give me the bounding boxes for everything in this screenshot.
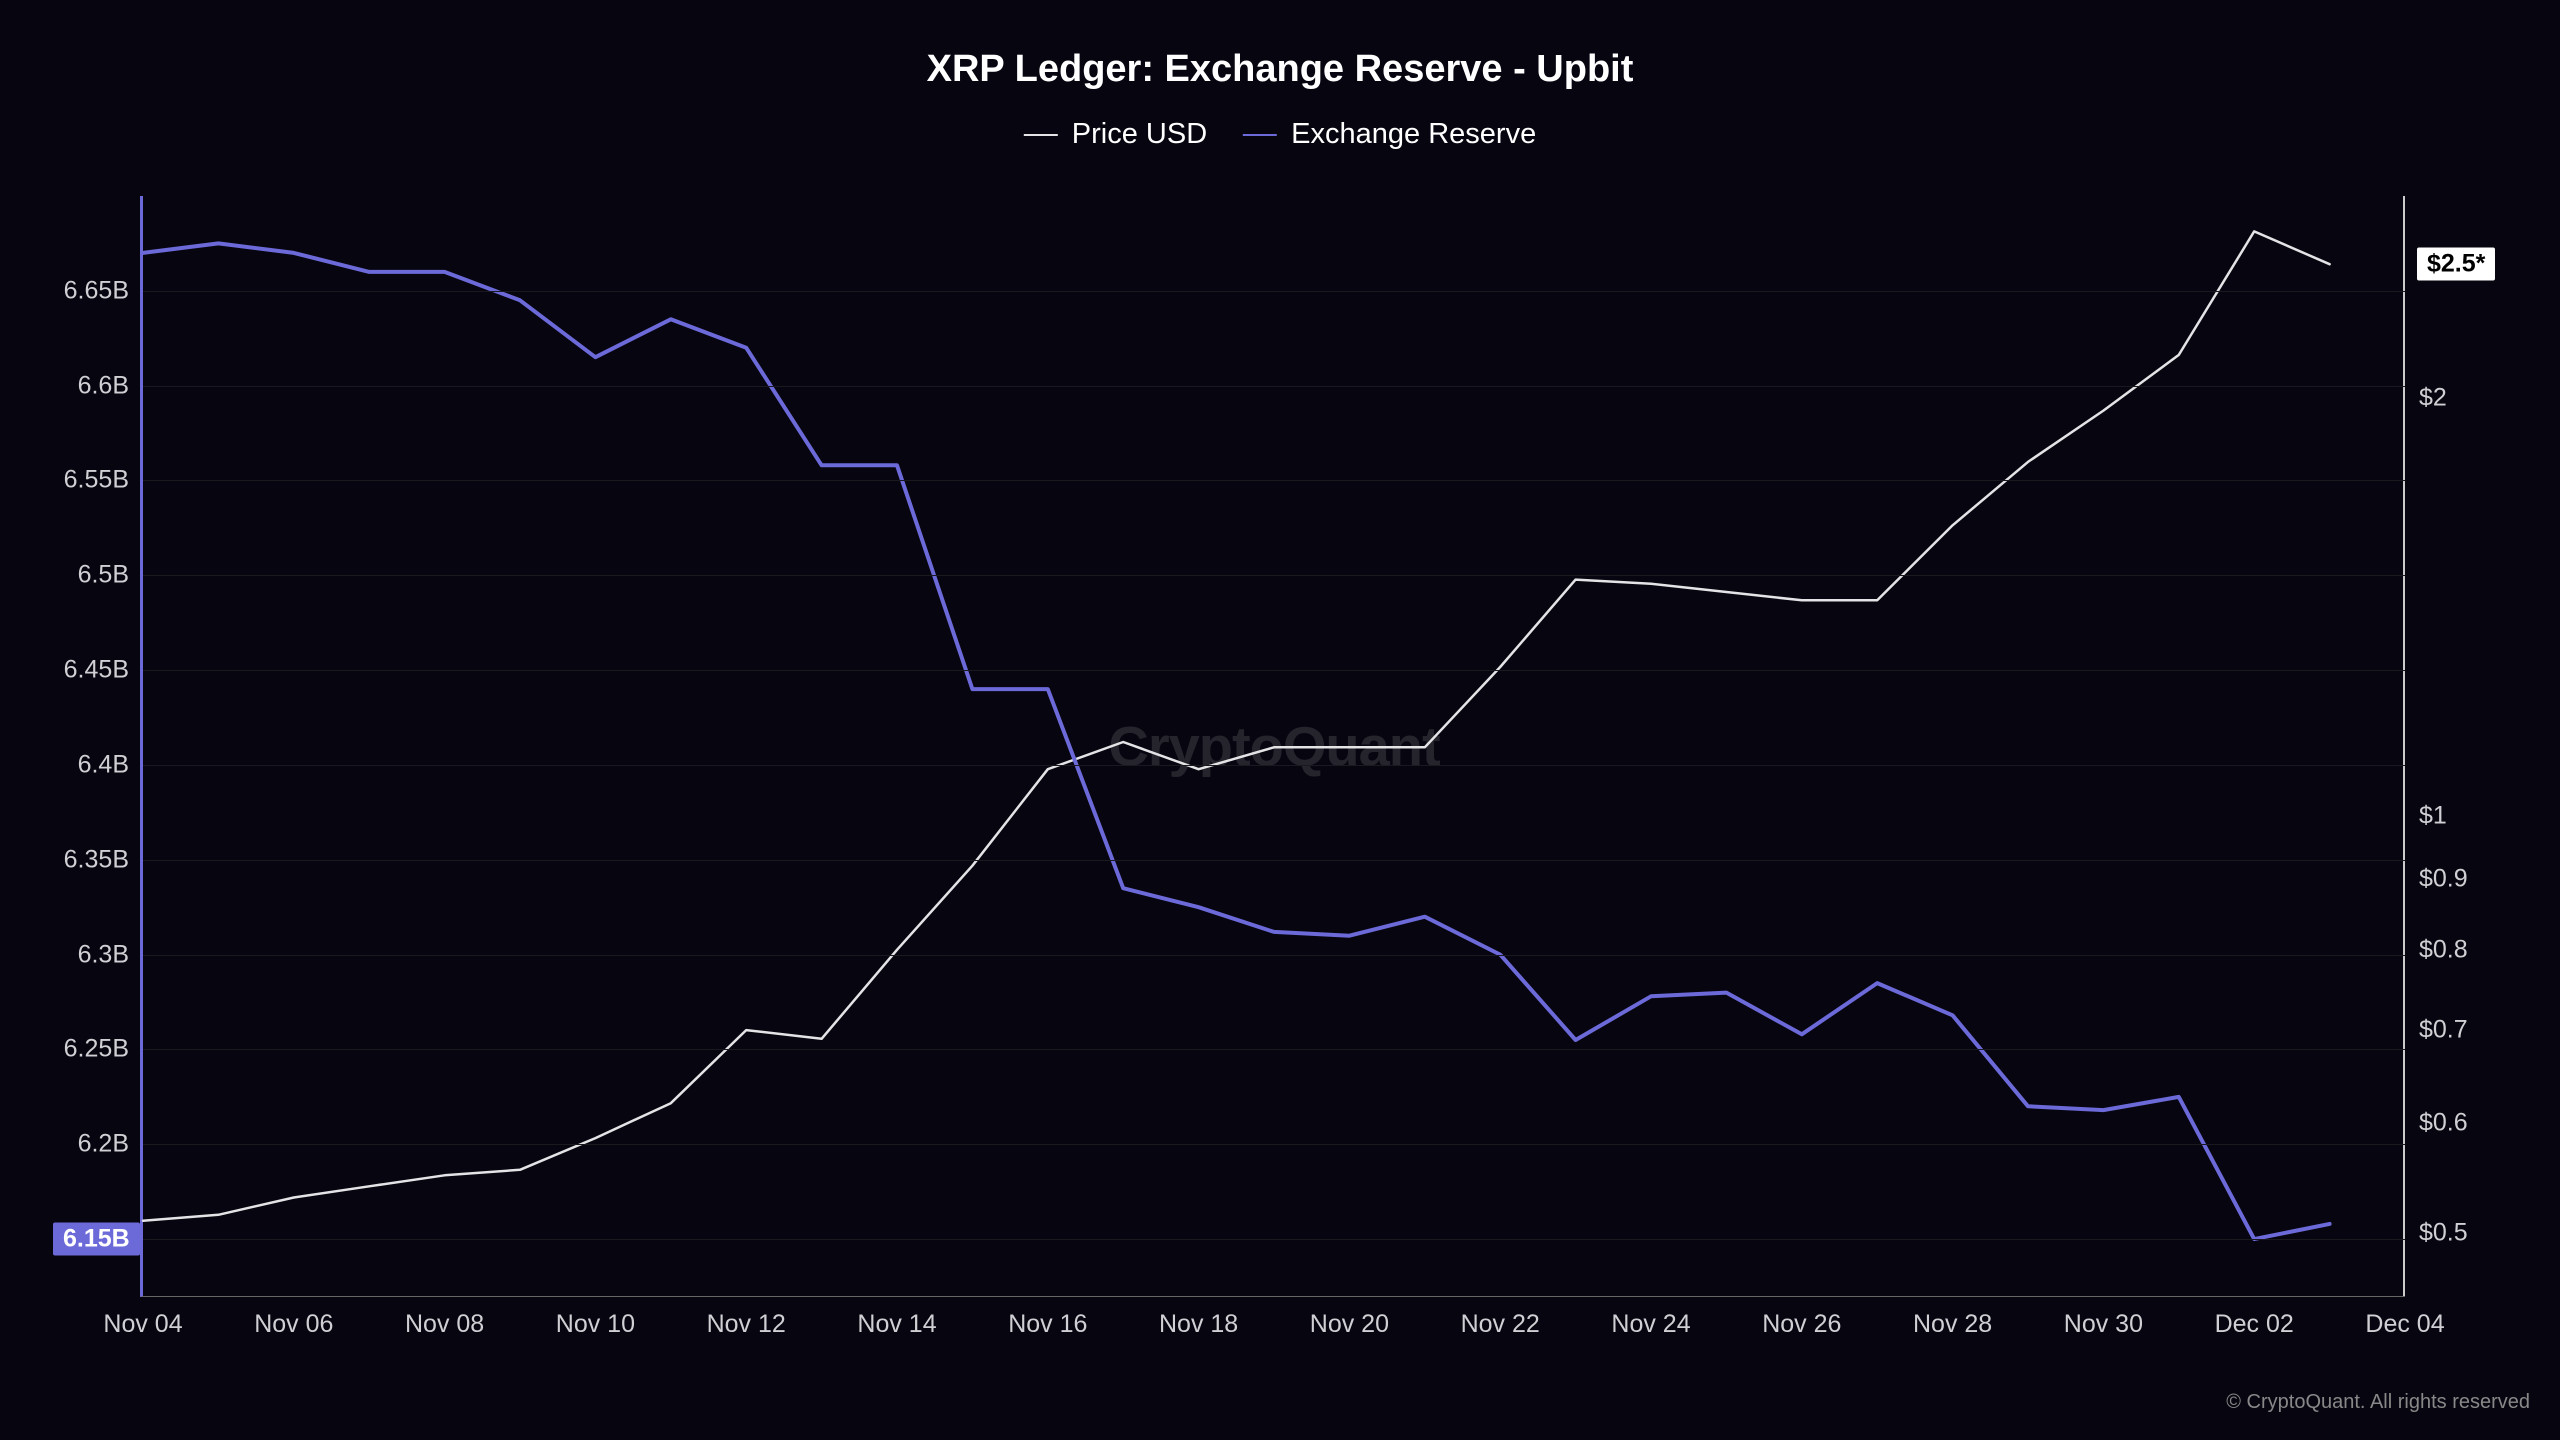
- x-tick-label: Nov 08: [405, 1310, 484, 1339]
- x-tick-label: Nov 10: [556, 1310, 635, 1339]
- x-tick-label: Dec 04: [2365, 1310, 2444, 1339]
- gridline: [143, 291, 2405, 292]
- x-tick-label: Nov 20: [1310, 1310, 1389, 1339]
- y-left-tick-label: 6.45B: [64, 656, 129, 685]
- gridline: [143, 386, 2405, 387]
- x-tick-label: Nov 18: [1159, 1310, 1238, 1339]
- legend-item-price: Price USD: [1024, 118, 1207, 151]
- x-tick-label: Nov 16: [1008, 1310, 1087, 1339]
- gridline: [143, 1239, 2405, 1240]
- y-left-tick-label: 6.5B: [78, 561, 129, 590]
- x-tick-label: Nov 24: [1611, 1310, 1690, 1339]
- legend-swatch-reserve: [1243, 134, 1277, 136]
- y-left-current-label: 6.15B: [53, 1223, 140, 1256]
- y-left-tick-label: 6.55B: [64, 466, 129, 495]
- y-left-tick-label: 6.6B: [78, 371, 129, 400]
- legend-item-reserve: Exchange Reserve: [1243, 118, 1536, 151]
- copyright: © CryptoQuant. All rights reserved: [2226, 1391, 2530, 1414]
- x-tick-label: Nov 14: [857, 1310, 936, 1339]
- y-right-tick-label: $0.6: [2419, 1108, 2468, 1137]
- y-right-tick-label: $1: [2419, 801, 2447, 830]
- x-tick-label: Nov 04: [103, 1310, 182, 1339]
- y-right-tick-label: $2: [2419, 384, 2447, 413]
- y-right-tick-label: $0.5: [2419, 1218, 2468, 1247]
- chart-svg: [143, 196, 2405, 1296]
- x-tick-label: Nov 22: [1461, 1310, 1540, 1339]
- x-tick-label: Nov 28: [1913, 1310, 1992, 1339]
- gridline: [143, 1049, 2405, 1050]
- y-right-tick-label: $0.7: [2419, 1016, 2468, 1045]
- gridline: [143, 765, 2405, 766]
- x-tick-label: Nov 06: [254, 1310, 333, 1339]
- y-left-tick-label: 6.3B: [78, 940, 129, 969]
- y-right-tick-label: $0.8: [2419, 935, 2468, 964]
- y-right-tick-label: $0.9: [2419, 864, 2468, 893]
- y-left-tick-label: 6.4B: [78, 750, 129, 779]
- series-line: [143, 243, 2330, 1239]
- x-tick-label: Dec 02: [2215, 1310, 2294, 1339]
- gridline: [143, 480, 2405, 481]
- y-left-tick-label: 6.2B: [78, 1130, 129, 1159]
- x-tick-label: Nov 30: [2064, 1310, 2143, 1339]
- legend-label-reserve: Exchange Reserve: [1291, 118, 1536, 151]
- chart-plot-area: CryptoQuant 6.15B6.2B6.25B6.3B6.35B6.4B6…: [140, 196, 2405, 1297]
- gridline: [143, 1144, 2405, 1145]
- gridline: [143, 670, 2405, 671]
- y-left-tick-label: 6.25B: [64, 1035, 129, 1064]
- y-right-current-label: $2.5*: [2417, 248, 2495, 281]
- x-tick-label: Nov 12: [707, 1310, 786, 1339]
- chart-legend: Price USD Exchange Reserve: [1024, 118, 1536, 151]
- x-tick-label: Nov 26: [1762, 1310, 1841, 1339]
- chart-frame: XRP Ledger: Exchange Reserve - Upbit Pri…: [0, 0, 2560, 1440]
- gridline: [143, 860, 2405, 861]
- gridline: [143, 955, 2405, 956]
- gridline: [143, 575, 2405, 576]
- y-left-tick-label: 6.35B: [64, 845, 129, 874]
- legend-swatch-price: [1024, 134, 1058, 136]
- legend-label-price: Price USD: [1072, 118, 1207, 151]
- y-left-tick-label: 6.65B: [64, 276, 129, 305]
- chart-title: XRP Ledger: Exchange Reserve - Upbit: [927, 48, 1634, 91]
